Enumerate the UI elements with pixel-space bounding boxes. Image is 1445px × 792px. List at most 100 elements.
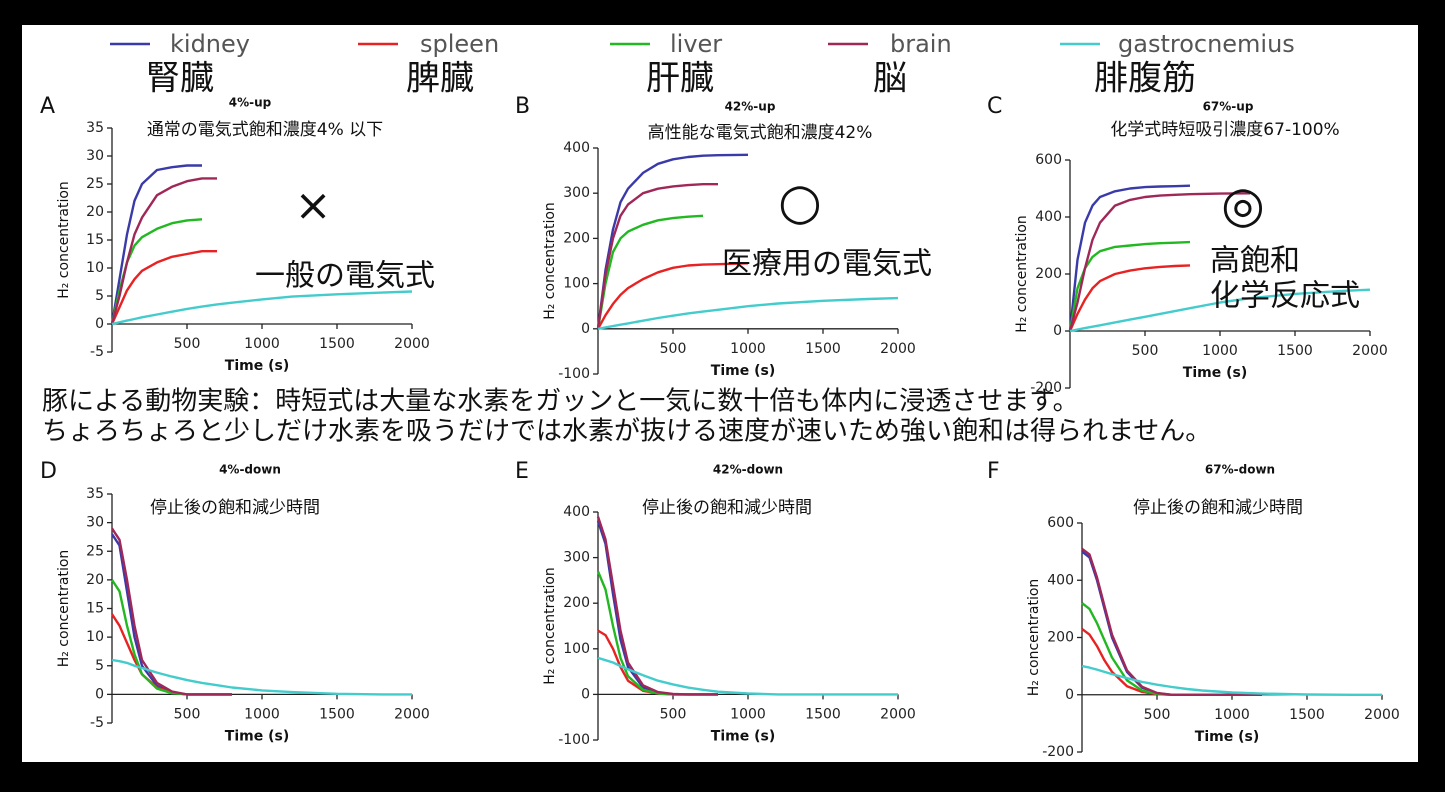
x-tick-label: 2000 <box>1364 707 1400 723</box>
y-tick-label: -200 <box>1030 380 1062 396</box>
y-tick-label: 10 <box>86 629 104 645</box>
chart-title: 67%-up <box>1203 100 1254 114</box>
series-line <box>1081 664 1382 696</box>
legend-label-ja: 腎臓 <box>146 59 214 99</box>
annotation: × <box>295 180 332 231</box>
annotation: ◎ <box>1221 176 1265 234</box>
x-axis-label: Time (s) <box>711 728 775 744</box>
series-line <box>596 183 718 329</box>
x-axis-label: Time (s) <box>711 363 775 379</box>
legend-label: kidney <box>170 30 250 58</box>
series-line <box>110 250 217 325</box>
legend-label-ja: 脾臓 <box>406 59 474 99</box>
y-tick-label: 0 <box>581 321 590 337</box>
x-tick-label: 1000 <box>730 341 766 357</box>
y-tick-label: 400 <box>563 504 590 520</box>
annotation: 高性能な電気式飽和濃度42% <box>648 123 873 143</box>
y-tick-label: 0 <box>95 686 104 702</box>
annotation: 化学式時短吸引濃度67-100% <box>1110 120 1339 140</box>
legend-label: liver <box>670 30 722 58</box>
x-tick-label: 1500 <box>319 706 355 722</box>
series-line <box>111 290 413 326</box>
annotation: 停止後の飽和減少時間 <box>1133 498 1303 518</box>
y-axis-label: H₂ concentration <box>1026 579 1042 697</box>
x-tick-label: 1500 <box>805 341 841 357</box>
legend-label: brain <box>890 30 952 58</box>
x-tick-label: 2000 <box>394 336 430 352</box>
annotation: 一般の電気式 <box>255 259 435 294</box>
y-axis-label: H₂ concentration <box>56 181 72 299</box>
x-tick-label: 500 <box>174 336 201 352</box>
y-tick-label: 35 <box>86 120 104 136</box>
y-tick-label: 15 <box>86 232 104 248</box>
annotation: 化学反応式 <box>1210 279 1360 314</box>
series-line <box>110 164 202 325</box>
legend-label-ja: 腓腹筋 <box>1094 59 1196 99</box>
series-line <box>596 153 749 329</box>
panel-label: A <box>40 94 55 119</box>
series-line <box>1068 264 1191 332</box>
x-tick-label: 2000 <box>1352 343 1388 359</box>
y-tick-label: 15 <box>86 601 104 617</box>
y-tick-label: 25 <box>86 176 104 192</box>
x-tick-label: 2000 <box>394 706 430 722</box>
y-tick-label: 5 <box>95 288 104 304</box>
x-tick-label: 500 <box>660 706 687 722</box>
y-tick-label: 20 <box>86 204 104 220</box>
y-tick-label: 35 <box>86 486 104 502</box>
annotation: 停止後の飽和減少時間 <box>150 498 320 518</box>
y-tick-label: 25 <box>86 543 104 559</box>
y-tick-label: 200 <box>563 595 590 611</box>
chart-title: 42%-down <box>713 463 783 477</box>
legend-label-ja: 肝臓 <box>646 59 714 99</box>
legend-label: spleen <box>420 30 499 58</box>
y-tick-label: 30 <box>86 515 104 531</box>
y-tick-label: -5 <box>90 715 104 731</box>
annotation: 高飽和 <box>1210 244 1300 279</box>
y-tick-label: -100 <box>558 366 590 382</box>
chart-title: 67%-down <box>1205 463 1275 477</box>
annotation: ○ <box>778 173 822 231</box>
series-line <box>1068 192 1251 332</box>
series-line <box>110 177 217 325</box>
y-tick-label: 0 <box>95 316 104 332</box>
y-tick-label: -200 <box>1042 744 1074 760</box>
series-line <box>596 214 704 329</box>
y-axis-label: H₂ concentration <box>542 202 558 320</box>
x-axis-label: Time (s) <box>1183 365 1247 381</box>
series-line <box>596 262 749 330</box>
series-line <box>596 516 718 696</box>
y-tick-label: 200 <box>1047 630 1074 646</box>
x-tick-label: 1000 <box>244 336 280 352</box>
y-tick-label: 400 <box>1035 209 1062 225</box>
series-line <box>1081 547 1262 696</box>
x-axis-label: Time (s) <box>225 728 289 744</box>
y-tick-label: 300 <box>563 550 590 566</box>
annotation: 医療用の電気式 <box>722 247 932 282</box>
y-tick-label: 300 <box>563 185 590 201</box>
y-tick-label: 600 <box>1047 515 1074 531</box>
x-tick-label: 1000 <box>1214 707 1250 723</box>
y-tick-label: 400 <box>1047 572 1074 588</box>
x-tick-label: 2000 <box>880 341 916 357</box>
series-line <box>1069 288 1371 333</box>
panel-label: E <box>515 459 529 484</box>
y-tick-label: 600 <box>1035 152 1062 168</box>
x-tick-label: 500 <box>1132 343 1159 359</box>
y-tick-label: 100 <box>563 641 590 657</box>
x-tick-label: 1000 <box>730 706 766 722</box>
x-tick-label: 1500 <box>1277 343 1313 359</box>
y-axis-label: H₂ concentration <box>1014 215 1030 333</box>
panel-label: F <box>987 459 1000 484</box>
caption: 豚による動物実験：時短式は大量な水素をガッンと一気に数十倍も体内に浸透させます。 <box>42 387 1079 417</box>
series-line <box>110 527 232 696</box>
series-line <box>111 658 412 696</box>
y-tick-label: 20 <box>86 572 104 588</box>
y-tick-label: 30 <box>86 148 104 164</box>
x-tick-label: 2000 <box>880 706 916 722</box>
y-tick-label: -100 <box>558 732 590 748</box>
y-tick-label: 5 <box>95 658 104 674</box>
legend-label: gastrocnemius <box>1118 30 1295 58</box>
